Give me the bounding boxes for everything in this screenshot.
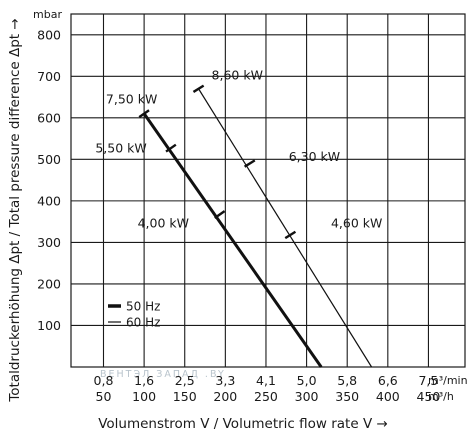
- grid: [70, 13, 466, 368]
- x-axis-title: Volumenstrom V / Volumetric flow rate V …: [98, 416, 388, 432]
- x-tick-label-min: 6,6: [378, 373, 398, 388]
- x-tick-label-min: 1,6: [134, 373, 154, 388]
- power-marker: [192, 84, 205, 93]
- y-tick-label: 200: [37, 276, 61, 291]
- y-tick-label: 600: [37, 110, 61, 125]
- power-marker: [214, 210, 226, 220]
- x-tick-label-min: 4,1: [256, 373, 276, 388]
- axis-titles: mbar Totaldruckerhöhung Δpt / Total pres…: [7, 8, 468, 432]
- x-tick-label-min: 2,5: [175, 373, 195, 388]
- x-tick-label-h: 300: [295, 389, 319, 404]
- legend-entry: 60 Hz: [126, 316, 160, 330]
- legend: 50 Hz 60 Hz: [108, 300, 160, 330]
- x-tick-label-min: 5,8: [337, 373, 357, 388]
- y-unit-label: mbar: [33, 8, 62, 21]
- series-line-50hz: [142, 112, 323, 368]
- x-tick-label-min: 5,0: [297, 373, 317, 388]
- x-tick-label-h: 350: [335, 389, 359, 404]
- power-label: 4,00 kW: [138, 215, 189, 230]
- watermark-text: ВЕНТЭЛ ЗАПАД .BY: [100, 369, 226, 380]
- power-label: 4,60 kW: [331, 215, 382, 230]
- x-tick-label-min: 7,5: [418, 373, 438, 388]
- power-label: 6,30 kW: [289, 149, 340, 164]
- x-tick-label-h: 250: [254, 389, 278, 404]
- x-tick-label-h: 400: [376, 389, 400, 404]
- power-marker: [165, 143, 177, 153]
- tick-labels: 1002003004005006007008000,8501,61002,515…: [37, 27, 440, 404]
- power-marker: [138, 109, 150, 119]
- y-tick-label: 500: [37, 152, 61, 167]
- x-tick-label-h: 200: [213, 389, 237, 404]
- legend-entry: 50 Hz: [126, 300, 160, 314]
- x-tick-label-min: 0,8: [94, 373, 114, 388]
- y-tick-label: 100: [37, 318, 61, 333]
- power-label: 5,50 kW: [95, 141, 146, 156]
- power-marker: [243, 159, 256, 168]
- series-line-60hz: [198, 88, 373, 368]
- y-tick-label: 300: [37, 235, 61, 250]
- y-tick-label: 700: [37, 69, 61, 84]
- x-tick-label-h: 150: [173, 389, 197, 404]
- x-tick-label-h: 100: [132, 389, 156, 404]
- watermark: ВЕНТЭЛ ЗАПАД .BY: [100, 369, 226, 380]
- plot-frame: [70, 13, 466, 368]
- power-label: 7,50 kW: [106, 92, 157, 107]
- x-tick-label-h: 450: [417, 389, 441, 404]
- series: 7,50 kW 5,50 kW 4,00 kW 8,60 kW 6,30 kW 4,60 …: [95, 68, 382, 368]
- x-unit-h: m³/h: [428, 390, 454, 403]
- power-label: 8,60 kW: [212, 68, 263, 83]
- power-marker: [284, 230, 297, 240]
- x-tick-label-min: 3,3: [215, 373, 235, 388]
- x-tick-label-h: 50: [96, 389, 112, 404]
- y-axis-title: Totaldruckerhöhung Δpt / Total pressure …: [7, 18, 23, 402]
- y-tick-label: 800: [37, 27, 61, 42]
- y-tick-label: 400: [37, 193, 61, 208]
- x-unit-min: m³/min: [428, 374, 468, 387]
